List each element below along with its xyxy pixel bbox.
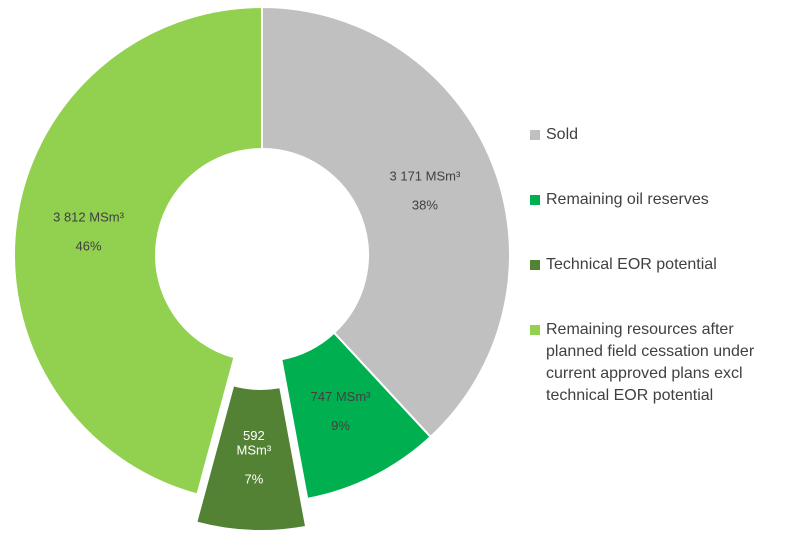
- legend-item-2: Technical EOR potential: [530, 254, 717, 276]
- slice-3: [13, 5, 263, 496]
- legend-swatch: [530, 195, 540, 205]
- data-label-0: 3 171 MSm³ 38%: [390, 169, 461, 213]
- legend-item-1: Remaining oil reserves: [530, 189, 709, 211]
- legend-swatch: [530, 130, 540, 140]
- legend-swatch: [530, 260, 540, 270]
- legend-item-3: Remaining resources after planned field …: [530, 319, 780, 407]
- legend-label: Remaining oil reserves: [546, 191, 709, 208]
- legend-label: Remaining resources after planned field …: [546, 321, 755, 404]
- legend-label: Sold: [546, 126, 579, 143]
- data-labels: 3 171 MSm³ 38% 747 MSm³ 9% 592 MSm³ 7% 3 812 MS…: [53, 169, 461, 487]
- legend-label: Technical EOR potential: [546, 256, 717, 273]
- data-label-3: 3 812 MSm³ 46%: [53, 210, 124, 254]
- slices: [13, 5, 511, 532]
- data-label-2: 592 MSm³ 7%: [237, 428, 272, 487]
- legend-item-0: Sold: [530, 124, 578, 146]
- legend-swatch: [530, 325, 540, 335]
- slice-2: [195, 384, 308, 532]
- slice-0: [261, 5, 511, 439]
- data-label-1: 747 MSm³ 9%: [311, 389, 372, 433]
- slice-1: [280, 331, 432, 501]
